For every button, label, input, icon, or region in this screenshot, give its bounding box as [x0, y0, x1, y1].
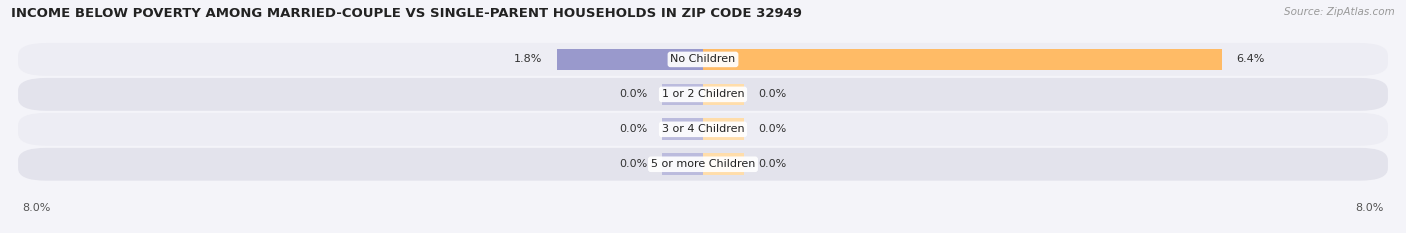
Bar: [662, 153, 703, 175]
Text: 0.0%: 0.0%: [758, 159, 786, 169]
Text: 8.0%: 8.0%: [22, 203, 51, 213]
Text: No Children: No Children: [671, 55, 735, 64]
Text: 0.0%: 0.0%: [758, 124, 786, 134]
Text: 8.0%: 8.0%: [1355, 203, 1384, 213]
Text: 1 or 2 Children: 1 or 2 Children: [662, 89, 744, 99]
Bar: [662, 118, 703, 140]
Text: Source: ZipAtlas.com: Source: ZipAtlas.com: [1284, 7, 1395, 17]
Bar: [662, 83, 703, 105]
Bar: [557, 49, 703, 70]
Text: 3 or 4 Children: 3 or 4 Children: [662, 124, 744, 134]
Bar: [703, 153, 744, 175]
Text: INCOME BELOW POVERTY AMONG MARRIED-COUPLE VS SINGLE-PARENT HOUSEHOLDS IN ZIP COD: INCOME BELOW POVERTY AMONG MARRIED-COUPL…: [11, 7, 803, 20]
FancyBboxPatch shape: [18, 78, 1388, 111]
Text: 0.0%: 0.0%: [620, 124, 648, 134]
Text: 1.8%: 1.8%: [515, 55, 543, 64]
Bar: [703, 83, 744, 105]
FancyBboxPatch shape: [18, 43, 1388, 76]
Bar: [703, 118, 744, 140]
FancyBboxPatch shape: [18, 148, 1388, 181]
Text: 0.0%: 0.0%: [620, 89, 648, 99]
Bar: [703, 49, 1222, 70]
Text: 0.0%: 0.0%: [758, 89, 786, 99]
Text: 5 or more Children: 5 or more Children: [651, 159, 755, 169]
Text: 6.4%: 6.4%: [1236, 55, 1264, 64]
Text: 0.0%: 0.0%: [620, 159, 648, 169]
FancyBboxPatch shape: [18, 113, 1388, 146]
